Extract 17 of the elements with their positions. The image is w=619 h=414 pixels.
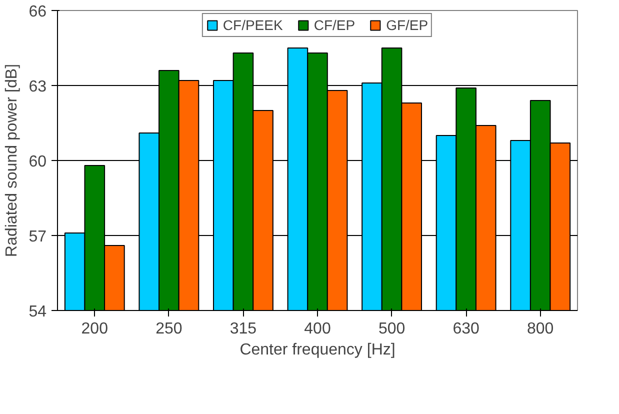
- x-axis-title: Center frequency [Hz]: [240, 342, 396, 358]
- y-tick-label: 54: [28, 304, 47, 320]
- x-tick-label: 630: [452, 320, 480, 338]
- x-tick-label: 200: [81, 320, 108, 338]
- x-tick-label: 400: [304, 320, 331, 338]
- y-tick-label: 60: [28, 154, 47, 170]
- x-tick-label: 315: [230, 320, 257, 338]
- x-tick-label: 500: [378, 320, 406, 338]
- x-tick-label: 800: [527, 320, 554, 338]
- x-tick-label: 250: [156, 320, 182, 338]
- y-tick-label: 57: [28, 228, 47, 246]
- y-axis-title: Radiated sound power [dB]: [4, 64, 21, 258]
- y-tick-label: 66: [28, 4, 47, 20]
- legend-label: GF/EP: [386, 17, 428, 33]
- y-tick-label: 63: [28, 78, 47, 96]
- legend-label: CF/PEEK: [222, 17, 283, 33]
- legend-label: CF/EP: [314, 17, 356, 33]
